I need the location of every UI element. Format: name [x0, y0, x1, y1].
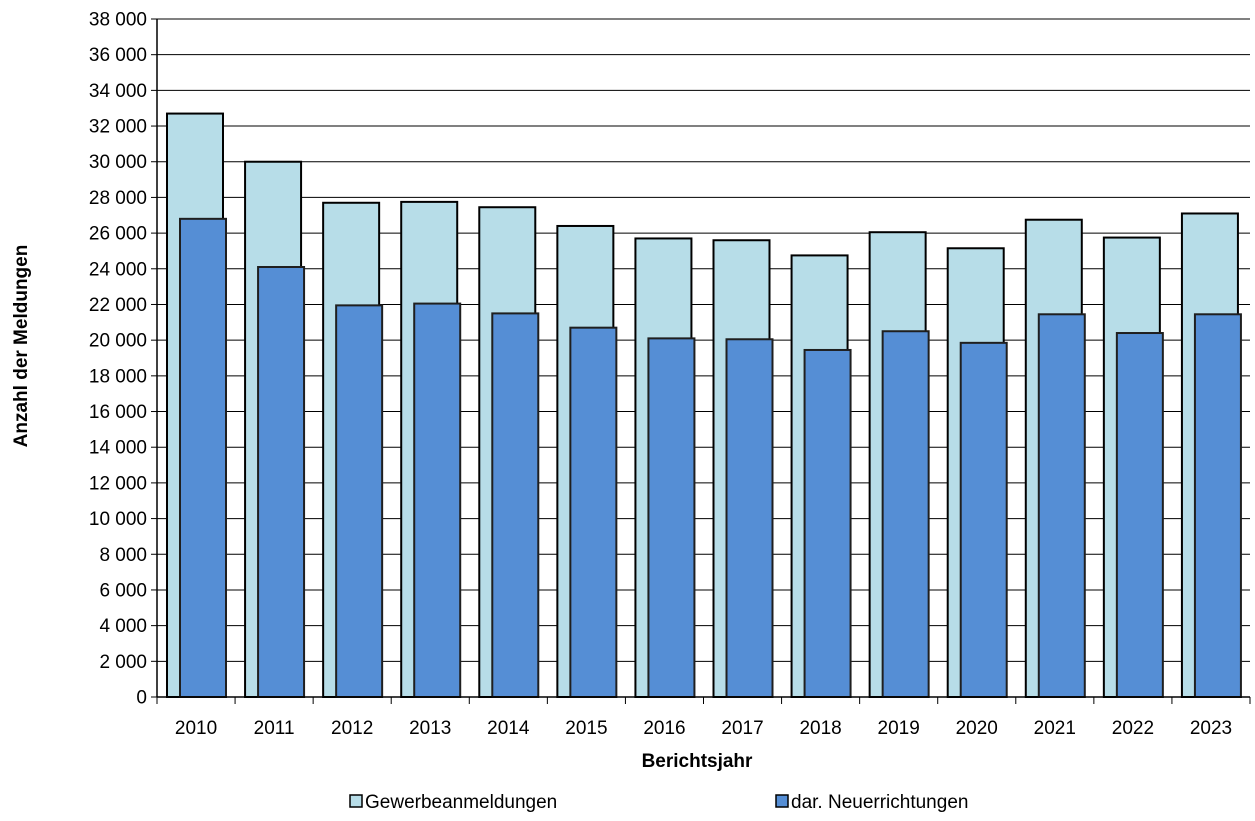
- y-tick-label: 8 000: [99, 545, 147, 566]
- y-tick-label: 14 000: [89, 438, 147, 459]
- y-tick-label: 34 000: [89, 81, 147, 102]
- y-tick-label: 2 000: [99, 652, 147, 673]
- bars: [166, 112, 1242, 699]
- y-tick-label: 0: [136, 688, 147, 709]
- y-tick-labels: 0 2 000 4 000 6 000 8 000 10 000 12 000 14 000 1…: [89, 10, 147, 709]
- legend-swatch: [349, 794, 363, 808]
- y-tick-label: 30 000: [89, 152, 147, 173]
- legend-label: Gewerbeanmeldungen: [365, 792, 557, 813]
- x-tick-label: 2023: [1190, 718, 1232, 739]
- bar-neuerrichtungen: [335, 304, 384, 698]
- y-tick-label: 24 000: [89, 259, 147, 280]
- x-tick-label: 2019: [878, 718, 920, 739]
- y-tick-label: 12 000: [89, 473, 147, 494]
- bar-neuerrichtungen: [725, 338, 774, 698]
- x-tick-label: 2015: [565, 718, 607, 739]
- y-tick-label: 28 000: [89, 188, 147, 209]
- y-tick-label: 10 000: [89, 509, 147, 530]
- x-tick-label: 2012: [331, 718, 373, 739]
- bar-neuerrichtungen: [647, 337, 696, 698]
- bar-neuerrichtungen: [491, 312, 540, 698]
- legend-label: dar. Neuerrichtungen: [791, 792, 968, 813]
- bar-neuerrichtungen: [257, 266, 306, 698]
- x-tick-label: 2014: [487, 718, 530, 739]
- x-tick-label: 2017: [721, 718, 763, 739]
- bar-neuerrichtungen: [1037, 313, 1086, 698]
- bar-neuerrichtungen: [959, 341, 1008, 698]
- bar-neuerrichtungen: [569, 326, 618, 698]
- bar-neuerrichtungen: [803, 348, 852, 698]
- bar-neuerrichtungen: [1193, 313, 1242, 698]
- bar-neuerrichtungen: [413, 302, 462, 698]
- x-tick-label: 2018: [799, 718, 841, 739]
- bar-neuerrichtungen: [1115, 332, 1164, 698]
- y-tick-label: 16 000: [89, 402, 147, 423]
- y-axis-title: Anzahl der Meldungen: [11, 245, 32, 448]
- bar-neuerrichtungen: [179, 217, 227, 698]
- x-tick-label: 2011: [254, 718, 295, 739]
- y-tick-label: 36 000: [89, 45, 147, 66]
- y-tick-label: 18 000: [89, 366, 147, 387]
- x-tick-label: 2016: [643, 718, 685, 739]
- x-tick-label: 2020: [956, 718, 998, 739]
- y-tick-label: 4 000: [99, 616, 147, 637]
- x-tick-label: 2021: [1034, 718, 1076, 739]
- x-tick-labels: 2010 2011 2012 2013 2014 2015 2016 2017 2018 2019…: [175, 718, 1232, 739]
- y-tick-label: 6 000: [99, 580, 147, 601]
- y-tick-label: 22 000: [89, 295, 147, 316]
- x-tick-label: 2010: [175, 718, 217, 739]
- x-tick-label: 2013: [409, 718, 451, 739]
- y-tick-label: 38 000: [89, 10, 147, 31]
- bar-neuerrichtungen: [881, 330, 930, 698]
- y-tick-label: 26 000: [89, 224, 147, 245]
- axes: [156, 19, 1251, 704]
- y-tick-label: 32 000: [89, 117, 147, 138]
- x-axis-title: Berichtsjahr: [642, 751, 753, 772]
- x-tick-label: 2022: [1112, 718, 1154, 739]
- y-tick-label: 20 000: [89, 331, 147, 352]
- legend-swatch: [775, 794, 789, 808]
- legend: Gewerbeanmeldungen dar. Neuerrichtungen: [349, 792, 968, 813]
